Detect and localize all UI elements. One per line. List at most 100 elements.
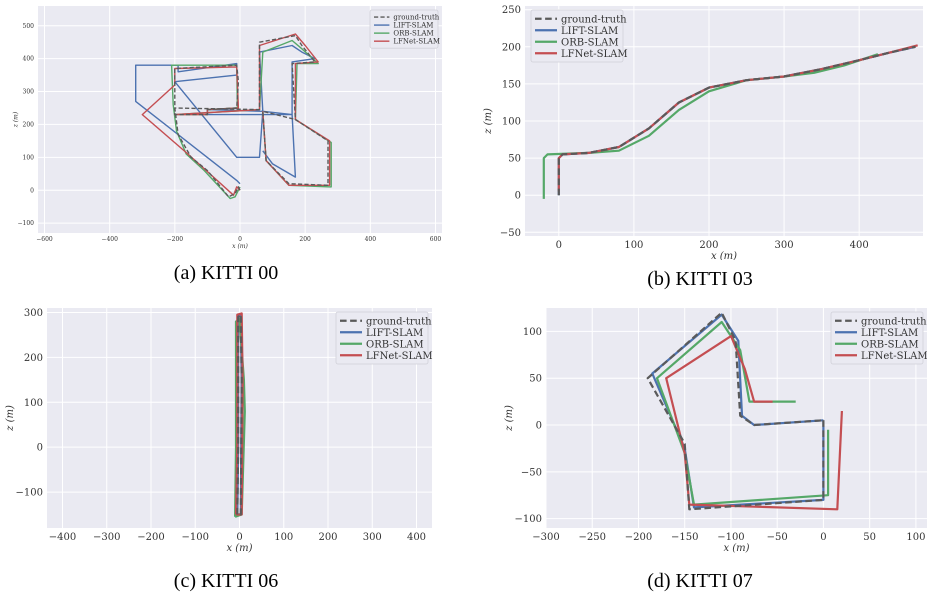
y-tick-label: 300: [23, 89, 35, 96]
y-tick-label: −100: [515, 514, 542, 525]
legend-entry-label: LIFT-SLAM: [561, 26, 618, 37]
y-tick-label: 50: [508, 154, 521, 165]
y-tick-label: −50: [521, 467, 542, 478]
x-tick-label: −250: [579, 532, 606, 543]
legend-entry-label: ORB-SLAM: [561, 37, 619, 48]
y-tick-label: 200: [502, 42, 521, 53]
x-tick-label: 200: [699, 240, 718, 251]
x-tick-label: −400: [49, 532, 76, 543]
x-axis-label: x (m): [723, 543, 749, 554]
chart-panel-1: −600 −400 −200 0 200 400 600 −100 0 100 200 300 400 5…: [0, 0, 452, 255]
chart-panel-2: 0 100 200 300 400 −50 0 50 100 150 200 250 x (m) z (m…: [478, 0, 927, 260]
chart-panel-3: −400 −300 −200 −100 0 100 200 300 400 −100 0 100 200…: [0, 300, 452, 560]
legend-box: [530, 9, 624, 63]
y-tick-label: 0: [37, 443, 43, 454]
series-ground-truth-line: [174, 34, 329, 198]
legend-box: [369, 9, 439, 49]
y-tick-label: 100: [502, 117, 521, 128]
chart-caption: (b) KITTI 03: [647, 268, 753, 290]
x-tick-label: 600: [430, 236, 442, 243]
chart-svg: 0 100 200 300 400 −50 0 50 100 150 200 250 x (m) z (m…: [483, 5, 923, 260]
series-orb-slam-line: [655, 320, 830, 506]
chart-caption: (d) KITTI 07: [647, 570, 753, 592]
legend-box: [335, 311, 429, 365]
chart-svg: −400 −300 −200 −100 0 100 200 300 400 −100 0 100 200…: [5, 308, 433, 554]
x-tick-label: −200: [167, 236, 184, 243]
legend-entry-label: LFNet-SLAM: [861, 351, 927, 362]
y-tick-label: 100: [23, 154, 35, 161]
series-ground-truth-line: [646, 311, 825, 511]
x-tick-label: −400: [101, 236, 118, 243]
x-tick-label: 400: [365, 236, 377, 243]
legend-entry-label: LFNet-SLAM: [366, 351, 433, 362]
y-tick-label: 50: [529, 374, 542, 385]
x-tick-label: 0: [236, 532, 242, 543]
series-ground-truth-line: [557, 45, 916, 196]
legend-entry-label: ground-truth: [366, 316, 432, 327]
y-tick-label: −100: [18, 220, 35, 227]
x-tick-label: −300: [532, 532, 559, 543]
x-tick-label: 100: [624, 240, 643, 251]
y-axis-label: z (m): [504, 405, 515, 432]
x-tick-label: −600: [36, 236, 53, 243]
y-tick-label: 400: [23, 56, 35, 63]
x-axis-label: x (m): [711, 251, 737, 260]
x-tick-label: 50: [863, 532, 876, 543]
y-tick-label: 150: [502, 79, 521, 90]
y-tick-label: 0: [30, 187, 34, 194]
x-tick-label: 300: [363, 532, 382, 543]
x-tick-label: 200: [318, 532, 337, 543]
legend-entry-label: LFNet-SLAM: [561, 49, 628, 60]
y-tick-label: −100: [16, 488, 43, 499]
x-tick-label: 300: [775, 240, 794, 251]
legend-entry-label: ground-truth: [861, 316, 927, 327]
chart-svg: −600 −400 −200 0 200 400 600 −100 0 100 200 300 400 5…: [13, 6, 442, 250]
legend-entry-label: LFNet-SLAM: [393, 38, 440, 46]
x-tick-label: −100: [717, 532, 744, 543]
x-tick-label: 0: [820, 532, 826, 543]
series-lfnet-slam-line: [141, 33, 331, 196]
y-tick-label: 200: [24, 353, 43, 364]
legend-entry-label: LIFT-SLAM: [861, 328, 918, 339]
y-tick-label: 250: [502, 5, 521, 16]
x-tick-label: 100: [274, 532, 293, 543]
x-tick-label: −150: [671, 532, 698, 543]
legend-box: [830, 311, 924, 365]
y-tick-label: 500: [23, 23, 35, 30]
legend-entry-label: ORB-SLAM: [366, 339, 424, 350]
y-tick-label: 0: [536, 421, 542, 432]
chart-svg: −300 −250 −200 −150 −100 −50 0 50 100 −100 −50 0 50 1…: [504, 308, 927, 554]
x-tick-label: −100: [182, 532, 209, 543]
y-tick-label: −50: [500, 228, 521, 239]
x-tick-label: 200: [299, 236, 311, 243]
x-tick-label: −200: [625, 532, 652, 543]
chart-panel-4: −300 −250 −200 −150 −100 −50 0 50 100 −100 −50 0 50 1…: [478, 300, 927, 560]
chart-caption: (a) KITTI 00: [173, 262, 279, 284]
series-lfnet-slam-line: [665, 335, 843, 511]
x-tick-label: 0: [238, 236, 242, 243]
x-axis-label: x (m): [226, 543, 252, 554]
y-axis-label: z (m): [5, 405, 16, 432]
legend-entry-label: LIFT-SLAM: [393, 22, 433, 30]
y-tick-label: 100: [24, 398, 43, 409]
y-tick-label: 300: [24, 308, 43, 319]
x-tick-label: −50: [767, 532, 788, 543]
x-tick-label: 0: [556, 240, 562, 251]
series-ground-truth-line: [236, 313, 243, 516]
y-tick-label: 0: [515, 191, 521, 202]
legend-entry-label: ORB-SLAM: [393, 30, 433, 38]
series-orb-slam-line: [542, 53, 879, 199]
x-tick-label: 400: [850, 240, 869, 251]
legend-entry-label: ground-truth: [393, 13, 439, 21]
y-tick-label: 100: [523, 327, 542, 338]
x-tick-label: −200: [137, 532, 164, 543]
y-tick-label: 200: [23, 122, 35, 129]
legend-entry-label: ground-truth: [561, 14, 627, 25]
x-tick-label: −300: [93, 532, 120, 543]
legend-entry-label: LIFT-SLAM: [366, 328, 423, 339]
x-tick-label: 100: [906, 532, 925, 543]
